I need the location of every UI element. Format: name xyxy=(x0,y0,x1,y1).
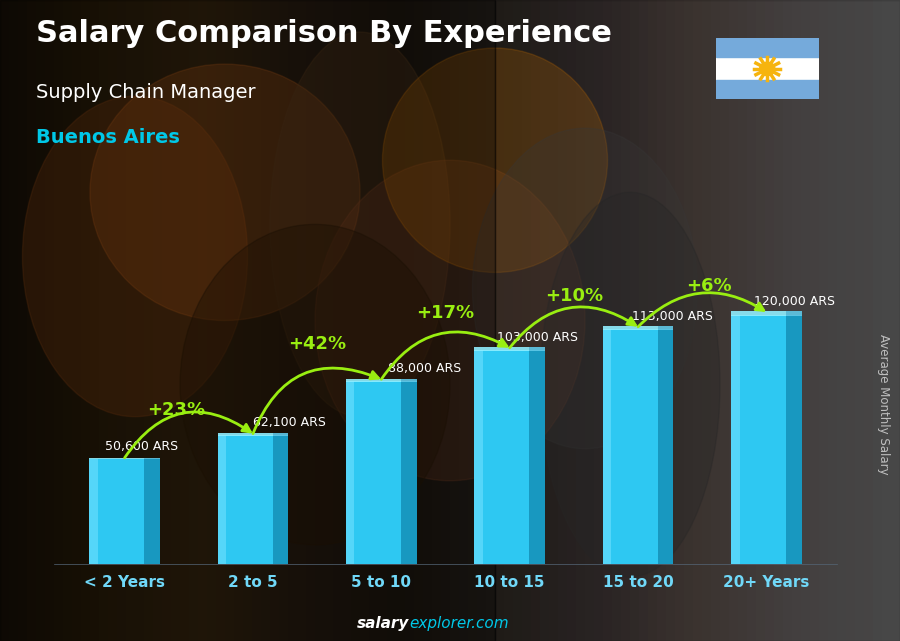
Ellipse shape xyxy=(315,160,585,481)
Text: +6%: +6% xyxy=(686,276,732,294)
Bar xyxy=(89,459,98,564)
Bar xyxy=(529,347,545,351)
Bar xyxy=(603,329,611,564)
Bar xyxy=(89,458,144,460)
Bar xyxy=(144,459,160,564)
Text: +10%: +10% xyxy=(544,287,603,305)
Ellipse shape xyxy=(22,96,248,417)
Bar xyxy=(401,381,417,564)
Bar xyxy=(474,350,529,564)
Text: +42%: +42% xyxy=(288,335,346,353)
Bar xyxy=(658,326,673,330)
Bar xyxy=(658,329,673,564)
Bar xyxy=(218,433,273,436)
Bar xyxy=(529,350,545,564)
Bar xyxy=(401,379,417,382)
Text: 103,000 ARS: 103,000 ARS xyxy=(497,331,578,344)
Bar xyxy=(731,315,740,564)
Text: 120,000 ARS: 120,000 ARS xyxy=(753,296,834,308)
Bar xyxy=(474,350,483,564)
Bar xyxy=(144,458,160,460)
Circle shape xyxy=(760,62,775,76)
Text: 88,000 ARS: 88,000 ARS xyxy=(388,362,461,375)
Bar xyxy=(346,379,401,382)
Text: Salary Comparison By Experience: Salary Comparison By Experience xyxy=(36,19,612,48)
Bar xyxy=(0,0,495,641)
Bar xyxy=(731,312,787,316)
Bar xyxy=(603,329,658,564)
Text: +23%: +23% xyxy=(147,401,205,419)
Bar xyxy=(716,38,819,57)
Bar xyxy=(787,312,802,316)
Ellipse shape xyxy=(180,224,450,545)
Ellipse shape xyxy=(472,128,698,449)
Bar xyxy=(218,435,273,564)
Text: Average Monthly Salary: Average Monthly Salary xyxy=(878,333,890,474)
Bar xyxy=(346,381,401,564)
Bar xyxy=(346,381,355,564)
Bar xyxy=(474,347,529,351)
Text: explorer.com: explorer.com xyxy=(410,617,509,631)
Bar xyxy=(716,57,819,81)
Ellipse shape xyxy=(540,192,720,577)
Text: Supply Chain Manager: Supply Chain Manager xyxy=(36,83,256,103)
Text: +17%: +17% xyxy=(417,304,474,322)
Bar xyxy=(218,435,226,564)
Bar xyxy=(716,81,819,99)
Bar xyxy=(273,433,288,436)
Bar xyxy=(603,326,658,330)
Text: 113,000 ARS: 113,000 ARS xyxy=(632,310,713,323)
Text: 50,600 ARS: 50,600 ARS xyxy=(105,440,178,453)
Bar xyxy=(89,459,144,564)
Bar xyxy=(787,315,802,564)
Bar xyxy=(731,315,787,564)
Ellipse shape xyxy=(90,64,360,321)
Ellipse shape xyxy=(382,48,608,272)
Ellipse shape xyxy=(270,32,450,417)
Text: Buenos Aires: Buenos Aires xyxy=(36,128,180,147)
Text: salary: salary xyxy=(357,617,410,631)
Bar xyxy=(273,435,288,564)
Bar xyxy=(495,0,900,641)
Text: 62,100 ARS: 62,100 ARS xyxy=(253,416,326,429)
